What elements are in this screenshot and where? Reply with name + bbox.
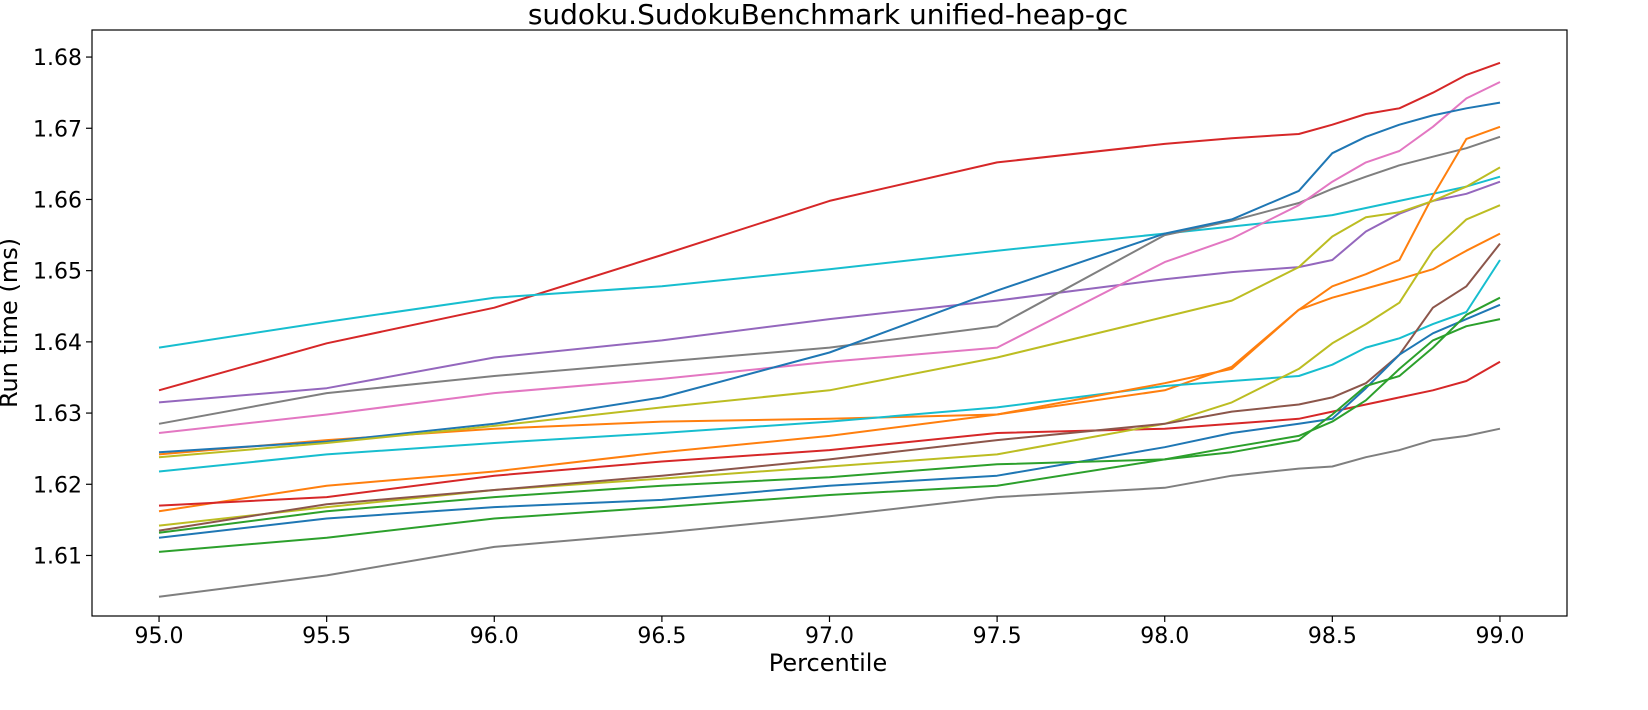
- x-tick-label: 98.0: [1140, 624, 1189, 649]
- series-line-9: [158, 259, 1501, 473]
- series-line-13: [158, 242, 1501, 532]
- x-axis-label: Percentile: [769, 649, 887, 677]
- y-tick-label: 1.61: [33, 544, 82, 569]
- series-line-1: [158, 61, 1501, 392]
- series-line-5: [158, 81, 1501, 434]
- series-line-14: [158, 303, 1501, 539]
- series-line-6: [158, 125, 1501, 456]
- y-tick-label: 1.62: [33, 473, 82, 498]
- x-tick-label: 99.0: [1475, 624, 1524, 649]
- x-tick-label: 97.0: [805, 624, 854, 649]
- x-axis-ticks: 95.0 95.5 96.0 96.5 97.0 97.5 98.0 98.5 99.0: [135, 616, 1524, 649]
- y-axis-label: Run time (ms): [0, 238, 23, 408]
- x-tick-label: 98.5: [1308, 624, 1357, 649]
- series-line-17: [158, 427, 1501, 598]
- y-tick-label: 1.67: [33, 117, 82, 142]
- series-line-16: [158, 318, 1501, 553]
- y-tick-label: 1.68: [33, 46, 82, 71]
- y-tick-label: 1.66: [33, 188, 82, 213]
- x-tick-label: 95.0: [135, 624, 184, 649]
- series-line-4: [158, 135, 1501, 425]
- x-tick-label: 97.5: [973, 624, 1022, 649]
- x-tick-label: 96.0: [470, 624, 519, 649]
- series-line-10: [158, 232, 1501, 513]
- series-line-7: [158, 101, 1501, 454]
- y-tick-label: 1.64: [33, 331, 82, 356]
- series-line-11: [158, 360, 1501, 507]
- x-tick-label: 95.5: [302, 624, 351, 649]
- series-layer: [158, 61, 1501, 598]
- series-line-15: [158, 296, 1501, 534]
- x-tick-label: 96.5: [637, 624, 686, 649]
- series-line-2: [158, 175, 1501, 349]
- series-line-8: [158, 166, 1501, 459]
- chart-title: sudoku.SudokuBenchmark unified-heap-gc: [528, 0, 1128, 31]
- y-axis-ticks: 1.61 1.62 1.63 1.64 1.65 1.66 1.67 1.68: [33, 46, 92, 569]
- y-tick-label: 1.63: [33, 402, 82, 427]
- y-tick-label: 1.65: [33, 260, 82, 285]
